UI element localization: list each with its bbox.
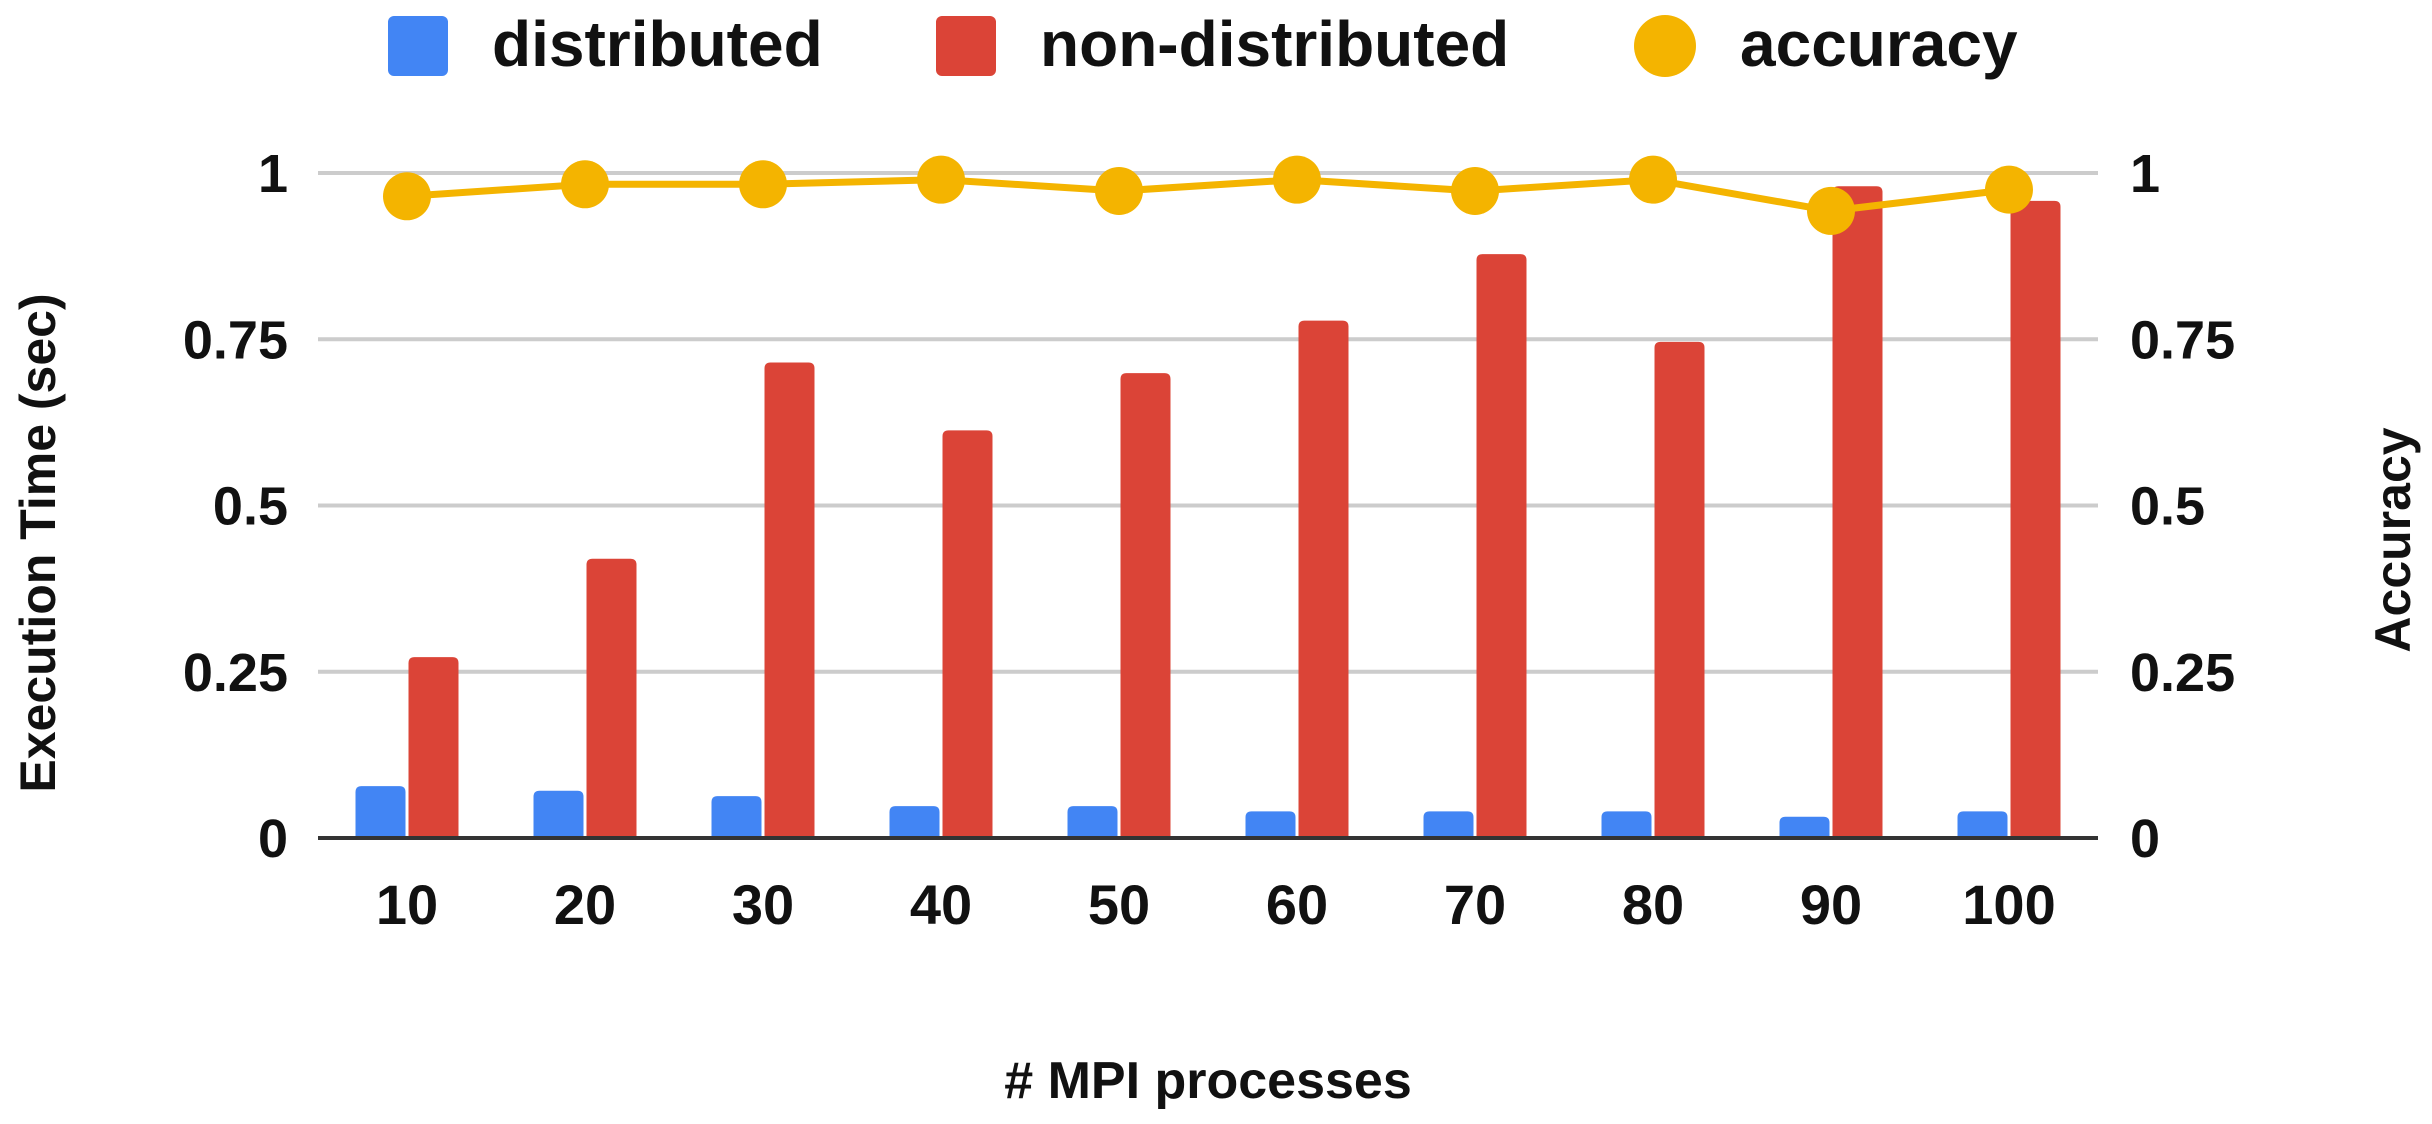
y2-tick-label: 0.75 bbox=[2130, 310, 2235, 370]
bar-distributed-90 bbox=[1779, 816, 1830, 838]
bar-non-distributed-70 bbox=[1476, 254, 1527, 838]
legend: distributed non-distributed accuracy bbox=[388, 8, 2018, 80]
bar-non-distributed-50 bbox=[1120, 373, 1171, 838]
bar-non-distributed-80 bbox=[1654, 341, 1705, 838]
accuracy-point-100 bbox=[1985, 165, 2033, 214]
x-tick-label: 30 bbox=[732, 873, 794, 936]
accuracy-point-70 bbox=[1451, 166, 1499, 215]
x-tick-label: 40 bbox=[910, 873, 972, 936]
bar-distributed-50 bbox=[1067, 806, 1118, 838]
y2-tick-label: 0.5 bbox=[2130, 477, 2205, 537]
legend-marker-distributed bbox=[388, 16, 448, 76]
bar-non-distributed-30 bbox=[764, 362, 815, 838]
bar-distributed-30 bbox=[711, 796, 762, 838]
bar-non-distributed-90 bbox=[1832, 186, 1883, 839]
x-tick-label: 60 bbox=[1266, 873, 1328, 936]
bar-non-distributed-10 bbox=[408, 657, 459, 838]
accuracy-point-90 bbox=[1807, 186, 1855, 235]
accuracy-point-80 bbox=[1629, 155, 1677, 204]
bar-distributed-80 bbox=[1601, 811, 1652, 838]
accuracy-polyline bbox=[406, 176, 2010, 215]
y2-tick-label: 0 bbox=[2130, 809, 2160, 869]
legend-label-accuracy: accuracy bbox=[1740, 8, 2018, 80]
x-tick-label: 10 bbox=[376, 873, 438, 936]
bar-distributed-60 bbox=[1245, 811, 1296, 838]
accuracy-point-40 bbox=[917, 155, 965, 204]
y-tick-label: 0 bbox=[258, 809, 288, 869]
accuracy-point-10 bbox=[383, 172, 431, 221]
bar-non-distributed-40 bbox=[942, 430, 993, 838]
x-tick-label: 70 bbox=[1444, 873, 1506, 936]
y-axis-right-ticks: 0 0.25 0.5 0.75 1 bbox=[2130, 144, 2235, 869]
accuracy-point-20 bbox=[561, 160, 609, 209]
x-tick-label: 50 bbox=[1088, 873, 1150, 936]
accuracy-point-30 bbox=[739, 160, 787, 209]
y-tick-label: 0.25 bbox=[183, 643, 288, 703]
y-axis-left-label: Execution Time (sec) bbox=[10, 293, 66, 792]
x-tick-label: 20 bbox=[554, 873, 616, 936]
y-tick-label: 1 bbox=[258, 144, 288, 204]
bar-distributed-40 bbox=[889, 806, 940, 838]
x-tick-label: 100 bbox=[1962, 873, 2055, 936]
accuracy-point-60 bbox=[1273, 155, 1321, 204]
bar-distributed-20 bbox=[533, 790, 584, 838]
bar-non-distributed-60 bbox=[1298, 320, 1349, 838]
legend-marker-non-distributed bbox=[936, 16, 996, 76]
y-axis-right-label: Accuracy bbox=[2365, 427, 2421, 652]
y2-tick-label: 1 bbox=[2130, 144, 2160, 204]
bar-distributed-70 bbox=[1423, 811, 1474, 838]
y-tick-label: 0.5 bbox=[213, 477, 288, 537]
bar-non-distributed-100 bbox=[2010, 200, 2061, 838]
gridlines bbox=[318, 171, 2098, 674]
bar-distributed-10 bbox=[355, 786, 406, 838]
legend-label-non-distributed: non-distributed bbox=[1040, 8, 1509, 80]
bar-non-distributed-20 bbox=[586, 558, 637, 838]
legend-marker-accuracy bbox=[1634, 15, 1696, 77]
y-axis-left-ticks: 0 0.25 0.5 0.75 1 bbox=[183, 144, 288, 869]
bar-distributed-100 bbox=[1957, 811, 2008, 838]
x-tick-label: 80 bbox=[1622, 873, 1684, 936]
x-axis-label: # MPI processes bbox=[1004, 1052, 1412, 1110]
bars bbox=[355, 186, 2061, 839]
x-axis-ticks: 10 20 30 40 50 60 70 80 90 100 bbox=[376, 873, 2056, 936]
y2-tick-label: 0.25 bbox=[2130, 643, 2235, 703]
x-tick-label: 90 bbox=[1800, 873, 1862, 936]
accuracy-point-50 bbox=[1095, 166, 1143, 215]
legend-label-distributed: distributed bbox=[492, 8, 823, 80]
accuracy-line bbox=[383, 155, 2033, 235]
y-tick-label: 0.75 bbox=[183, 310, 288, 370]
